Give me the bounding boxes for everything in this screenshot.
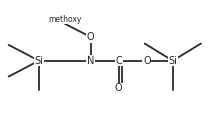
Text: C: C [115, 56, 122, 66]
Text: N: N [87, 56, 94, 66]
Text: methoxy: methoxy [48, 15, 81, 24]
Text: Si: Si [34, 56, 43, 66]
Text: O: O [87, 32, 95, 42]
Text: Si: Si [168, 56, 177, 66]
Text: O: O [115, 83, 123, 93]
Text: O: O [143, 56, 151, 66]
